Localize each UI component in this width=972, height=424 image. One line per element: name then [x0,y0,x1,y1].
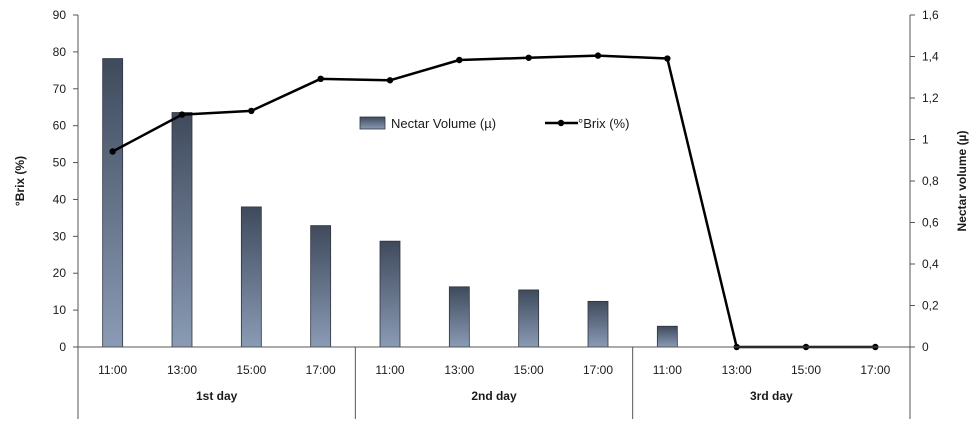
brix-point [109,148,116,155]
x-tick-label: 13:00 [722,363,752,377]
x-tick-label: 17:00 [860,363,890,377]
brix-line-layer [109,52,879,351]
brix-point [456,56,463,64]
left-tick-label: 10 [53,303,67,317]
left-tick-label: 80 [53,45,67,59]
brix-point [664,55,671,62]
x-tick-label: 11:00 [98,363,127,377]
right-tick-label: 1,2 [922,91,939,105]
nectar-volume-bar [102,58,124,348]
legend-line-marker [557,119,565,127]
left-tick-label: 30 [53,229,67,243]
x-tick-label: 11:00 [653,363,682,377]
brix-point [178,111,186,118]
right-tick-label: 0,4 [922,257,939,271]
nectar-volume-bar [310,225,332,348]
x-tick-label: 15:00 [791,363,821,377]
brix-line [112,54,876,349]
nectar-volume-bar [448,286,470,348]
right-tick-label: 1 [922,133,929,147]
brix-point [386,77,394,84]
legend: Nectar Volume (µ) °Brix (%) [359,116,629,131]
left-tick-label: 0 [59,340,66,354]
brix-point [248,107,255,115]
x-tick-label: 13:00 [444,363,474,377]
x-tick-label: 15:00 [514,363,544,377]
axes-layer: 0 10 20 30 40 50 60 70 80 90 0 0,2 0,4 0,6 0,8 1 1,2 1,4 1… [13,8,969,419]
legend-brix-label: °Brix (%) [578,116,629,131]
legend-nectar-label: Nectar Volume (µ) [391,116,496,131]
nectar-volume-bar [587,300,609,348]
group-label: 3rd day [750,389,793,403]
nectar-volume-bar [518,289,540,348]
nectar-volume-bar [171,112,193,348]
nectar-volume-bar [379,240,401,348]
right-tick-label: 1,4 [922,50,939,64]
right-tick-label: 0,2 [922,299,939,313]
brix-point [525,54,532,61]
left-tick-label: 70 [53,82,67,96]
left-tick-label: 60 [53,119,67,133]
x-tick-label: 15:00 [236,363,266,377]
x-tick-label: 17:00 [583,363,613,377]
group-label: 1st day [196,389,238,403]
left-axis-title: °Brix (%) [13,156,27,206]
right-axis-title: Nectar volume (µ) [955,131,969,232]
brix-point [317,75,324,83]
right-tick-label: 0,8 [922,174,939,188]
x-tick-label: 17:00 [306,363,336,377]
left-tick-label: 50 [53,156,67,170]
x-tick-label: 13:00 [167,363,197,377]
brix-point [594,52,602,59]
left-tick-label: 20 [53,266,67,280]
left-tick-label: 90 [53,8,67,22]
nectar-volume-bar [240,206,262,348]
right-tick-label: 0 [922,340,929,354]
bars-layer [102,58,678,348]
x-tick-label: 11:00 [375,363,404,377]
right-tick-label: 0,6 [922,216,939,230]
group-label: 2nd day [471,389,517,403]
legend-bar-swatch [359,116,386,130]
left-tick-label: 40 [53,192,67,206]
right-tick-label: 1,6 [922,8,939,22]
nectar-volume-bar [656,325,678,348]
